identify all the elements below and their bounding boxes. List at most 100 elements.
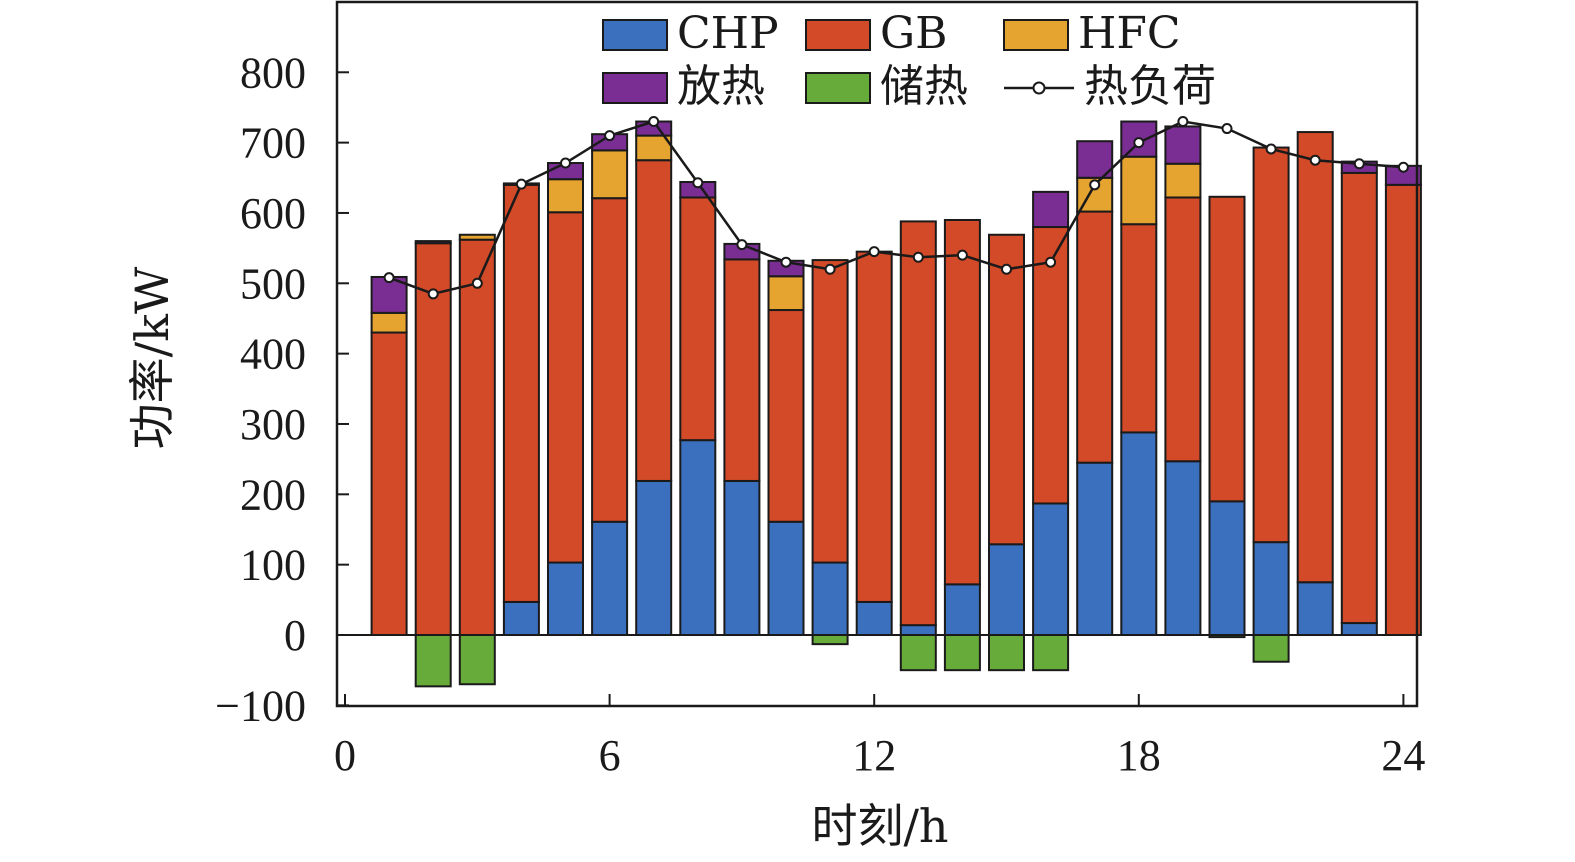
legend-swatch-GB xyxy=(805,19,871,51)
y-tick-label-600: 600 xyxy=(240,189,306,238)
bar-GB-18 xyxy=(1120,223,1158,434)
bar-CHP-12 xyxy=(855,600,893,636)
bar-HFC-7 xyxy=(635,134,673,162)
load-point-15 xyxy=(1001,263,1012,275)
load-point-7 xyxy=(648,116,660,128)
load-point-2 xyxy=(427,288,439,300)
bar-放热-2 xyxy=(414,240,452,245)
bar-CHP-8 xyxy=(679,439,717,636)
bar-HFC-5 xyxy=(547,178,584,214)
y-tick-label-400: 400 xyxy=(240,330,306,379)
bar-GB-7 xyxy=(635,159,673,482)
bar-CHP-6 xyxy=(591,520,629,637)
bar-GB-9 xyxy=(723,258,761,482)
load-point-17 xyxy=(1089,179,1101,191)
x-tick-label-0: 0 xyxy=(334,731,356,780)
bar-CHP-4 xyxy=(502,600,540,636)
bar-GB-15 xyxy=(988,233,1025,546)
load-point-14 xyxy=(956,249,968,261)
load-point-13 xyxy=(912,251,924,263)
bar-GB-11 xyxy=(811,259,849,564)
bar-HFC-19 xyxy=(1164,162,1202,199)
bar-储热-3 xyxy=(458,634,496,686)
y-tick-label-200: 200 xyxy=(240,470,306,519)
x-tick-label-12: 12 xyxy=(852,731,896,780)
y-tick-label-100: 100 xyxy=(240,541,306,590)
bar-HFC-3 xyxy=(458,233,496,241)
load-point-18 xyxy=(1133,137,1145,149)
bar-GB-17 xyxy=(1076,210,1114,464)
axes-layer: −100 0 100 200 300 400 500 600 700 800 0 6 12 18 24 xyxy=(215,48,1425,780)
x-tick-label-24: 24 xyxy=(1381,731,1425,780)
bar-储热-11 xyxy=(811,634,849,646)
bar-CHP-17 xyxy=(1076,461,1114,636)
y-tick-label-700: 700 xyxy=(240,119,306,168)
legend-swatch-放热 xyxy=(602,72,668,104)
load-point-5 xyxy=(560,157,571,169)
bar-GB-3 xyxy=(458,238,496,636)
bar-CHP-9 xyxy=(723,479,761,637)
bar-储热-21 xyxy=(1252,634,1290,663)
bar-CHP-19 xyxy=(1164,460,1202,636)
bar-放热-19 xyxy=(1164,125,1202,165)
y-axis-title: 功率/kW xyxy=(125,266,179,449)
bar-CHP-14 xyxy=(943,583,981,637)
bar-CHP-11 xyxy=(811,561,849,637)
bar-放热-17 xyxy=(1076,140,1114,179)
legend-label-GB: GB xyxy=(880,8,947,59)
bar-GB-19 xyxy=(1164,196,1202,463)
bar-CHP-10 xyxy=(767,520,805,637)
x-axis-title: 时刻/h xyxy=(811,799,948,853)
load-line-layer xyxy=(383,116,1409,300)
load-point-4 xyxy=(515,178,527,190)
legend-label-储热: 储热 xyxy=(880,61,968,112)
y-tick-label-800: 800 xyxy=(240,48,306,97)
load-point-12 xyxy=(868,246,880,258)
legend-swatch-CHP xyxy=(602,19,668,51)
legend-line-marker xyxy=(1032,81,1046,95)
load-point-1 xyxy=(383,272,395,284)
load-point-11 xyxy=(824,263,836,275)
bar-GB-22 xyxy=(1296,131,1334,584)
load-point-16 xyxy=(1045,256,1057,268)
load-point-6 xyxy=(604,130,616,142)
bar-放热-16 xyxy=(1032,190,1070,229)
bar-HFC-18 xyxy=(1120,155,1158,226)
bar-GB-20 xyxy=(1208,195,1246,503)
bar-layer xyxy=(370,120,1422,688)
load-point-10 xyxy=(780,256,792,268)
y-tick-label-500: 500 xyxy=(240,259,306,308)
bar-储热-15 xyxy=(988,634,1025,672)
bar-GB-14 xyxy=(943,218,981,586)
bar-GB-16 xyxy=(1032,226,1070,505)
bar-HFC-1 xyxy=(370,311,408,334)
y-tick-label--100: −100 xyxy=(215,681,306,730)
load-line xyxy=(388,120,1404,296)
load-point-22 xyxy=(1309,154,1321,166)
bar-放热-18 xyxy=(1120,120,1158,158)
bar-CHP-7 xyxy=(635,479,673,637)
load-point-9 xyxy=(736,239,748,251)
load-point-24 xyxy=(1397,161,1409,173)
bar-GB-2 xyxy=(414,242,452,636)
bar-储热-16 xyxy=(1032,634,1070,672)
load-point-23 xyxy=(1353,158,1365,170)
y-tick-label-300: 300 xyxy=(240,400,306,449)
bar-HFC-6 xyxy=(591,149,629,200)
bar-CHP-15 xyxy=(988,543,1025,637)
bar-储热-14 xyxy=(943,634,981,672)
bar-CHP-23 xyxy=(1340,622,1378,636)
legend-swatch-储热 xyxy=(805,72,871,104)
load-point-3 xyxy=(471,277,483,289)
bar-GB-24 xyxy=(1384,183,1422,636)
bar-CHP-16 xyxy=(1032,502,1070,636)
bar-CHP-20 xyxy=(1208,500,1246,636)
legend-swatch-HFC xyxy=(1003,19,1069,51)
bar-HFC-10 xyxy=(767,275,805,312)
bar-GB-6 xyxy=(591,197,629,523)
bar-GB-21 xyxy=(1252,146,1290,544)
legend-label-放热: 放热 xyxy=(677,61,765,112)
load-point-21 xyxy=(1265,143,1277,155)
bar-储热-2 xyxy=(414,634,452,688)
